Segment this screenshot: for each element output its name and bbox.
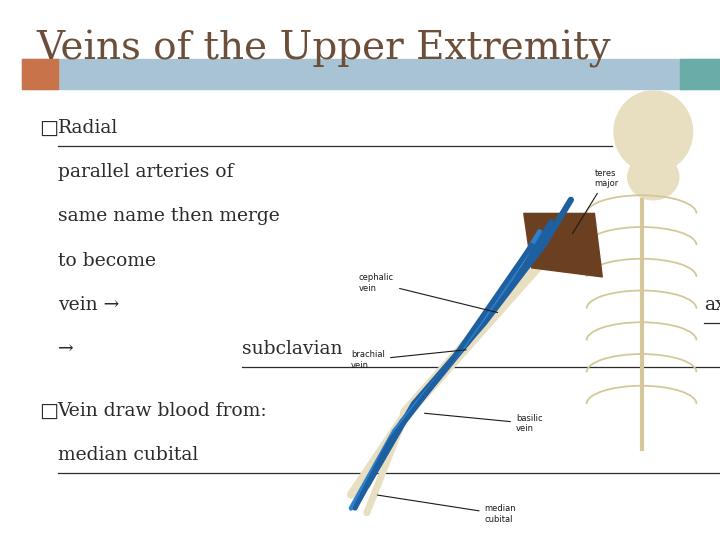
Text: →: → — [58, 340, 79, 358]
Text: Vein draw blood from:: Vein draw blood from: — [58, 402, 267, 420]
Polygon shape — [523, 213, 602, 277]
Text: median
cubital: median cubital — [377, 495, 516, 524]
Ellipse shape — [614, 91, 693, 173]
Text: □: □ — [40, 119, 58, 138]
Text: to become: to become — [58, 252, 161, 269]
Text: teres
major: teres major — [572, 169, 618, 234]
Text: axillary: axillary — [704, 296, 720, 314]
Text: same name then merge: same name then merge — [58, 207, 279, 225]
Bar — [680, 59, 720, 89]
Text: basilic
vein: basilic vein — [425, 413, 543, 433]
Text: Radial: Radial — [58, 119, 118, 137]
Text: cephalic
vein: cephalic vein — [359, 273, 498, 313]
Bar — [22, 59, 58, 89]
Text: median cubital: median cubital — [58, 447, 198, 464]
Text: Veins of the Upper Extremity: Veins of the Upper Extremity — [36, 30, 611, 68]
Ellipse shape — [628, 154, 679, 200]
Text: □: □ — [40, 402, 58, 421]
Text: parallel arteries of: parallel arteries of — [58, 163, 233, 181]
Bar — [22, 59, 720, 89]
Text: brachial
vein: brachial vein — [351, 350, 466, 370]
Text: vein →: vein → — [58, 296, 125, 314]
Text: subclavian: subclavian — [243, 340, 343, 358]
Text: &: & — [612, 119, 640, 137]
